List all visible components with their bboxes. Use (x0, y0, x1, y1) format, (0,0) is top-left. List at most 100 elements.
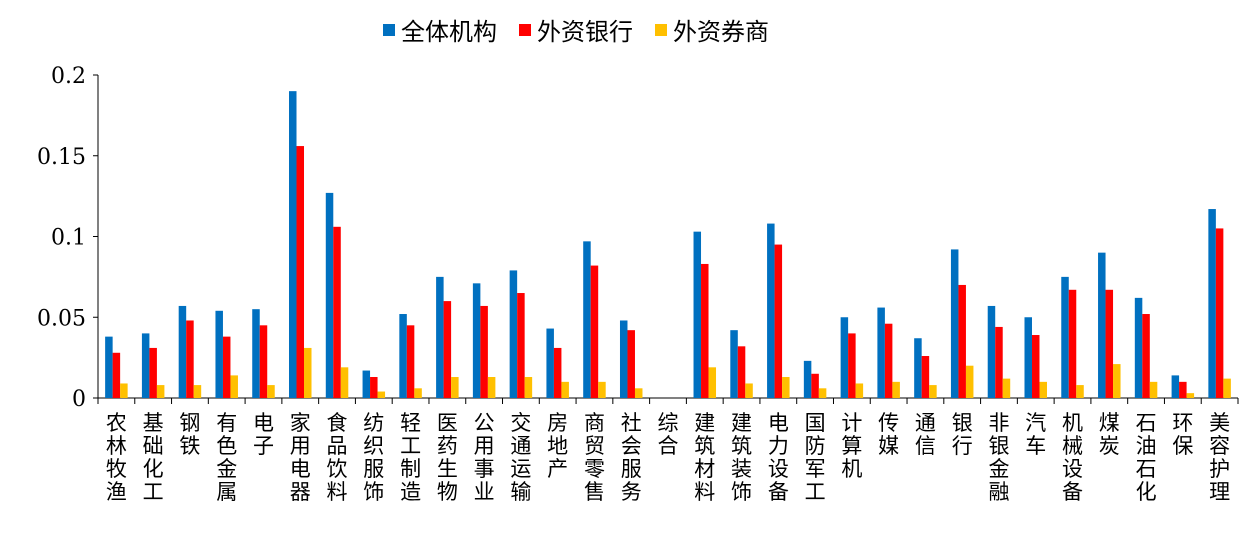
y-tick-label: 0.2 (51, 64, 86, 89)
x-category-label-char: 服 (621, 457, 642, 481)
x-category-label-char: 电 (768, 411, 789, 435)
bar-1 (1061, 276, 1069, 398)
x-category-label-char: 服 (363, 457, 384, 481)
x-category-label-char: 理 (1209, 480, 1230, 504)
x-category-label-char: 业 (474, 480, 495, 504)
x-category-label-char: 煤 (1099, 411, 1120, 435)
bar-1 (362, 370, 371, 398)
x-category-label-char: 石 (1136, 457, 1157, 481)
bar-2 (995, 326, 1003, 398)
x-category-label-char: 会 (621, 434, 642, 458)
bar-2 (406, 325, 415, 398)
bar-1 (1134, 297, 1143, 398)
bar-3 (1039, 381, 1047, 398)
x-category-label-char: 公 (474, 411, 495, 435)
bar-2 (296, 146, 305, 398)
x-category-label: 环保 (1172, 411, 1193, 458)
x-category-label: 国防军工 (805, 411, 826, 504)
x-category-label-char: 饰 (731, 480, 752, 504)
x-category-label-char: 制 (400, 457, 421, 481)
bar-2 (701, 263, 709, 398)
bar-2 (480, 305, 488, 398)
bar-1 (767, 223, 775, 398)
legend-item-series-1: 全体机构 (383, 12, 497, 47)
x-category-label: 机械设备 (1062, 411, 1083, 504)
bar-2 (1068, 289, 1077, 398)
bar-1 (472, 283, 481, 398)
x-category-label-char: 汽 (1025, 411, 1046, 435)
legend: 全体机构 外资银行 外资券商 (383, 12, 769, 47)
x-category-label-char: 通 (510, 434, 531, 458)
x-category-label-char: 料 (694, 480, 715, 504)
x-category-label: 建筑装饰 (731, 411, 752, 504)
x-category-label-char: 石 (1136, 411, 1157, 435)
bar-2 (958, 284, 966, 398)
x-category-label-char: 物 (437, 480, 458, 504)
x-category-label-char: 饰 (363, 480, 384, 504)
x-category-label: 计算机 (841, 411, 862, 481)
x-category-label-char: 医 (437, 411, 458, 435)
bar-2 (848, 333, 856, 398)
bar-3 (561, 381, 569, 398)
legend-item-series-3: 外资券商 (655, 12, 769, 47)
x-category-label-char: 有 (216, 411, 237, 435)
x-category-label-char: 药 (437, 434, 458, 458)
x-category-label-char: 材 (694, 457, 715, 481)
bar-3 (1223, 378, 1231, 398)
x-category-label-char: 融 (988, 480, 1009, 504)
x-category-label-char: 品 (327, 434, 348, 458)
x-category-label-char: 生 (437, 457, 458, 481)
bar-2 (333, 226, 341, 398)
x-category-label-char: 饮 (327, 457, 348, 481)
x-category-label-char: 信 (915, 434, 936, 458)
x-category-label-char: 牧 (106, 457, 127, 481)
bar-2 (774, 244, 783, 398)
x-category-label-char: 纺 (363, 411, 384, 435)
bar-1 (914, 338, 922, 398)
x-category-label-char: 装 (731, 457, 752, 481)
x-category-label: 有色金属 (216, 411, 237, 504)
x-category-label-char: 力 (768, 434, 789, 458)
bar-1 (1024, 317, 1032, 398)
x-category-label: 商贸零售 (584, 411, 605, 504)
x-category-label: 纺织服饰 (363, 411, 384, 504)
y-tick-label: 0 (72, 387, 86, 412)
bar-3 (1149, 381, 1158, 398)
x-category-label-char: 建 (694, 411, 715, 435)
bar-2 (149, 347, 157, 398)
bar-3 (414, 388, 422, 398)
legend-label-series-2: 外资银行 (537, 18, 633, 46)
bar-1 (583, 241, 591, 398)
bar-2 (186, 320, 194, 398)
legend-label-series-3: 外资券商 (673, 18, 769, 46)
x-category-label-char: 机 (1062, 411, 1083, 435)
bar-1 (252, 309, 260, 398)
x-category-label-char: 银 (952, 411, 973, 435)
x-category-label: 传媒 (878, 411, 899, 458)
x-category-label-char: 零 (584, 457, 605, 481)
bar-3 (1186, 393, 1195, 398)
bar-3 (598, 381, 606, 398)
x-category-label-char: 料 (327, 480, 348, 504)
bar-2 (921, 356, 930, 398)
x-category-label-char: 社 (621, 411, 642, 435)
x-category-label-char: 售 (584, 480, 605, 504)
x-category-label-char: 设 (768, 457, 789, 481)
bar-3 (965, 365, 974, 398)
bar-1 (840, 317, 849, 398)
x-category-label-char: 输 (510, 480, 531, 504)
bar-2 (112, 352, 121, 398)
x-category-label-char: 础 (143, 434, 164, 458)
bar-3 (377, 391, 386, 398)
x-category-label-char: 工 (143, 480, 164, 504)
x-category-label-char: 油 (1136, 434, 1157, 458)
x-category-label-char: 地 (547, 434, 568, 458)
bar-2 (1215, 228, 1224, 398)
legend-swatch-series-3 (655, 23, 667, 36)
bar-1 (987, 305, 996, 398)
bar-1 (215, 310, 223, 398)
bar-3 (487, 377, 496, 398)
x-category-label-char: 色 (216, 434, 237, 458)
x-category-label-char: 钢 (179, 411, 200, 435)
x-category-label: 煤炭 (1099, 411, 1120, 458)
